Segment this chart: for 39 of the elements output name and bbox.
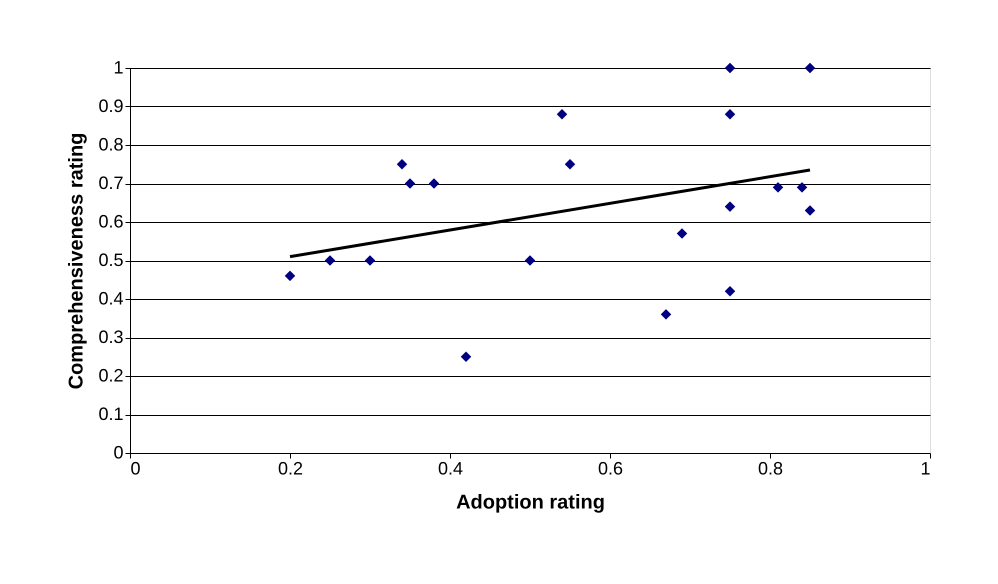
point — [564, 159, 576, 170]
y-tick-label: 0.2 — [98, 366, 124, 386]
x-tick-label: 0.6 — [598, 458, 624, 478]
point — [796, 182, 808, 193]
point — [724, 286, 736, 297]
y-tick-label: 0.7 — [98, 173, 124, 193]
point — [428, 178, 440, 189]
x-tick-label: 0.2 — [278, 458, 304, 478]
y-tick-label: 0.6 — [98, 212, 124, 232]
y-tick-label: 1 — [113, 58, 124, 78]
x-tick-label: 0 — [130, 458, 141, 478]
x-tick-label: 0.4 — [438, 458, 464, 478]
y-tick-label: 0.9 — [98, 96, 124, 116]
point — [676, 228, 688, 239]
y-tick-label: 0.1 — [98, 404, 124, 424]
point — [724, 108, 736, 120]
point — [324, 255, 336, 266]
point — [660, 309, 672, 320]
x-tick-label: 0.8 — [758, 458, 784, 478]
point — [804, 62, 816, 74]
point — [284, 270, 296, 282]
point — [364, 255, 376, 266]
point — [724, 62, 736, 74]
point — [772, 182, 784, 193]
y-tick-label: 0.8 — [98, 134, 124, 154]
y-tick-label: 0.3 — [98, 327, 124, 347]
y-tick-label: 0.4 — [98, 288, 124, 308]
y-tick-label: 0.5 — [98, 250, 124, 270]
y-tick-label: 0 — [113, 442, 124, 462]
point — [524, 255, 536, 266]
point — [396, 159, 408, 170]
point — [460, 352, 472, 362]
point — [804, 205, 816, 216]
point — [556, 108, 568, 120]
y-axis-title: Comprehensiveness rating — [65, 132, 88, 390]
point — [404, 178, 416, 189]
x-tick-label: 1 — [920, 458, 930, 478]
x-axis-title: Adoption rating — [456, 492, 605, 514]
point — [724, 201, 736, 212]
